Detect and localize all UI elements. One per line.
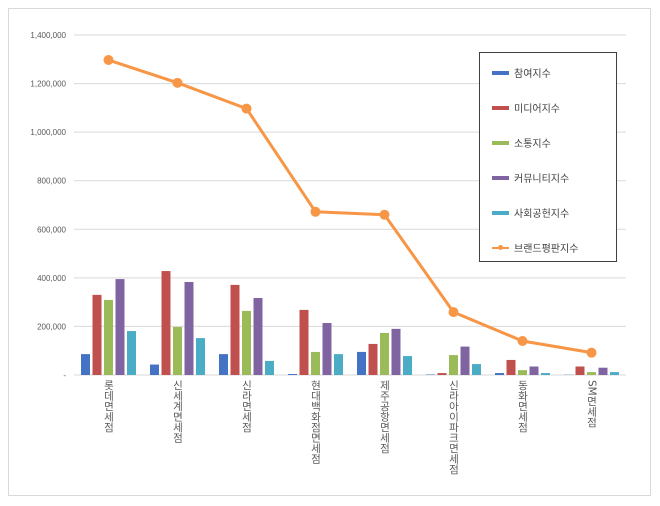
legend-label: 사회공헌지수 bbox=[514, 209, 570, 220]
chart-frame bbox=[8, 8, 651, 496]
line-point bbox=[448, 307, 459, 318]
category-label: 신세계면세점 bbox=[171, 380, 184, 443]
line-series bbox=[108, 58, 592, 355]
legend-item: 사회공헌지수 bbox=[492, 205, 569, 220]
bar-2 bbox=[368, 343, 378, 375]
legend-item: 커뮤니티지수 bbox=[492, 170, 569, 185]
bar-4 bbox=[253, 298, 263, 375]
bar-5 bbox=[334, 354, 343, 375]
category-label: 롯데면세점 bbox=[102, 380, 115, 433]
legend-item: 브랜드평판지수 bbox=[492, 240, 578, 255]
legend-label: 커뮤니티지수 bbox=[514, 174, 570, 185]
bar-3 bbox=[380, 332, 389, 375]
bar-2 bbox=[437, 373, 447, 375]
line-point bbox=[310, 206, 321, 217]
category-label: 신라아이파크면세점 bbox=[447, 380, 460, 475]
y-tick-label: - bbox=[63, 371, 66, 380]
y-tick-label: 1,200,000 bbox=[30, 80, 66, 89]
line-point bbox=[103, 55, 114, 66]
bar-1 bbox=[288, 374, 297, 375]
bar-5 bbox=[127, 331, 136, 375]
bar-2 bbox=[161, 271, 171, 375]
bar-5 bbox=[196, 338, 205, 375]
bar-3 bbox=[587, 372, 596, 375]
bar-5 bbox=[403, 356, 412, 375]
legend-swatch bbox=[492, 244, 509, 250]
bar-4 bbox=[460, 346, 470, 375]
line-point bbox=[586, 347, 597, 358]
y-tick-label: 1,000,000 bbox=[30, 128, 66, 137]
legend-item: 소통지수 bbox=[492, 135, 551, 150]
bar-2 bbox=[299, 309, 309, 375]
bar-2 bbox=[92, 294, 102, 375]
bar-1 bbox=[357, 351, 366, 375]
category-label: SM면세점 bbox=[585, 380, 598, 428]
bar-1 bbox=[219, 354, 228, 375]
bar-5 bbox=[541, 373, 550, 375]
legend-swatch bbox=[492, 210, 509, 215]
legend-swatch bbox=[492, 105, 509, 110]
legend-label: 미디어지수 bbox=[514, 104, 560, 115]
legend-swatch bbox=[492, 70, 509, 75]
bar-3 bbox=[104, 299, 113, 375]
legend-label: 소통지수 bbox=[514, 139, 551, 150]
bar-3 bbox=[518, 370, 527, 375]
legend-item: 미디어지수 bbox=[492, 100, 560, 115]
bar-3 bbox=[242, 310, 251, 375]
legend-label: 참여지수 bbox=[514, 69, 551, 80]
legend-swatch bbox=[492, 140, 509, 145]
legend-item: 참여지수 bbox=[492, 65, 551, 80]
bar-4 bbox=[598, 367, 608, 375]
y-tick-label: 200,000 bbox=[37, 322, 66, 331]
bar-4 bbox=[391, 328, 401, 375]
bar-1 bbox=[81, 354, 90, 375]
bar-4 bbox=[184, 281, 194, 375]
y-tick-label: 400,000 bbox=[37, 274, 66, 283]
bar-1 bbox=[495, 373, 504, 375]
bar-3 bbox=[173, 326, 182, 375]
bar-4 bbox=[115, 279, 125, 375]
bar-2 bbox=[506, 359, 516, 375]
bar-2 bbox=[575, 366, 585, 375]
line-point bbox=[172, 77, 183, 88]
y-tick-label: 800,000 bbox=[37, 177, 66, 186]
bar-3 bbox=[449, 355, 458, 375]
category-label: 동화면세점 bbox=[516, 380, 529, 433]
legend-swatch bbox=[492, 175, 509, 180]
bar-4 bbox=[529, 366, 539, 375]
category-label: 제주공항면세점 bbox=[378, 380, 391, 454]
y-tick-label: 1,400,000 bbox=[30, 31, 66, 40]
bar-5 bbox=[610, 372, 619, 375]
line-point bbox=[241, 103, 252, 114]
category-label: 신라면세점 bbox=[240, 380, 253, 433]
line-point bbox=[517, 336, 528, 346]
bar-5 bbox=[472, 364, 481, 375]
legend-label: 브랜드평판지수 bbox=[514, 244, 579, 255]
category-label: 현대백화점면세점 bbox=[309, 380, 322, 464]
bar-5 bbox=[265, 360, 274, 375]
bar-2 bbox=[230, 284, 240, 375]
bar-1 bbox=[150, 364, 159, 375]
line-point bbox=[379, 209, 390, 220]
bar-3 bbox=[311, 351, 320, 375]
y-tick-label: 600,000 bbox=[37, 225, 66, 234]
bar-4 bbox=[322, 323, 332, 375]
